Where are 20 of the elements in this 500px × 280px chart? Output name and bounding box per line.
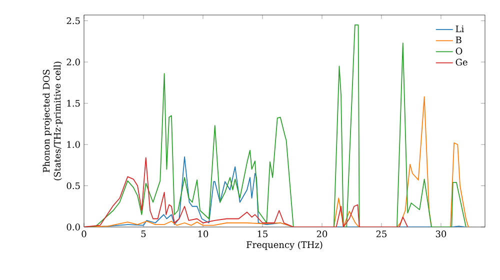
y-tick-label: 0.5 [66,182,80,190]
y-tick-label: 0.0 [66,224,80,230]
x-tick-label: 20 [316,230,328,238]
legend-label: B [456,36,462,44]
y-tick-label: 2.5 [66,17,80,24]
y-tick-label: 1.5 [67,100,80,107]
x-tick-label: 0 [82,230,86,238]
y-axis-title: Phonon projected DOS (States/THz·primitive cell) [42,62,62,180]
x-tick-label: 10 [198,230,208,238]
x-tick-label: 30 [436,230,446,238]
x-axis-title: Frequency (THz) [246,241,322,250]
legend-label: O [456,48,462,54]
line-series [84,157,408,227]
y-tick-label: 2.0 [66,58,80,66]
y-tick-label: 1.0 [67,141,80,148]
legend-label: Li [456,26,464,32]
x-tick-label: 5 [141,230,146,238]
x-tick-label: 25 [376,230,386,238]
x-tick-label: 15 [258,230,268,238]
legend-label: Ge [456,58,468,66]
